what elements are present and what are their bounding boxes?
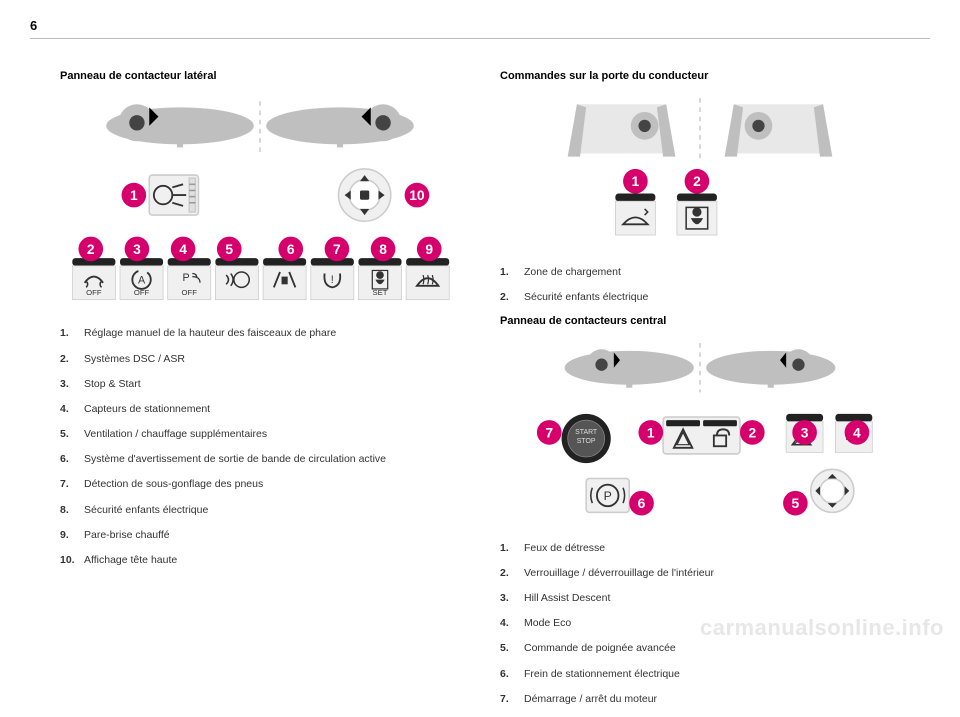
list-item-number: 6.: [500, 667, 518, 681]
list-item-number: 1.: [60, 326, 78, 340]
list-item-text: Zone de chargement: [524, 265, 621, 279]
list-item-number: 2.: [60, 352, 78, 366]
list-item-text: Capteurs de stationnement: [84, 402, 210, 416]
left-column: Panneau de contacteur latéral: [60, 70, 460, 717]
callout-number: 1: [130, 187, 138, 203]
callout-number: 6: [638, 495, 646, 511]
svg-text:OFF: OFF: [86, 288, 102, 297]
list-item: 7. Détection de sous-gonflage des pneus: [60, 477, 460, 491]
list-item-text: Réglage manuel de la hauteur des faiscea…: [84, 326, 336, 340]
list-item-text: Verrouillage / déverrouillage de l'intér…: [524, 566, 714, 580]
section-title-central-panel: Panneau de contacteurs central: [500, 315, 900, 327]
list-item-number: 3.: [60, 377, 78, 391]
callout-number: 2: [87, 241, 95, 257]
callout-number: 1: [647, 425, 655, 441]
list-lateral-panel: 1. Réglage manuel de la hauteur des faisc…: [60, 326, 460, 567]
list-item: 2. Verrouillage / déverrouillage de l'int…: [500, 566, 900, 580]
list-item: 7. Démarrage / arrêt du moteur: [500, 692, 900, 706]
callout-number: 7: [333, 241, 341, 257]
svg-text:P: P: [183, 272, 190, 284]
section-title-door-controls: Commandes sur la porte du conducteur: [500, 70, 900, 82]
list-item: 10. Affichage tête haute: [60, 553, 460, 567]
list-item-text: Frein de stationnement électrique: [524, 667, 680, 681]
svg-text:P: P: [604, 489, 612, 503]
list-item-text: Stop & Start: [84, 377, 141, 391]
list-item: 1. Réglage manuel de la hauteur des faisc…: [60, 326, 460, 340]
list-item-text: Détection de sous-gonflage des pneus: [84, 477, 263, 491]
callout-number: 5: [792, 495, 800, 511]
list-door-controls: 1. Zone de chargement 2. Sécurité enfants é…: [500, 265, 900, 304]
diagram-central-panel: START STOP: [500, 337, 900, 522]
list-item: 6. Frein de stationnement électrique: [500, 667, 900, 681]
svg-text:START: START: [575, 429, 598, 436]
svg-text:SET: SET: [373, 288, 388, 297]
list-item: 5. Ventilation / chauffage supplémentaire…: [60, 427, 460, 441]
list-item: 2. Systèmes DSC / ASR: [60, 352, 460, 366]
section-title-lateral-panel: Panneau de contacteur latéral: [60, 70, 460, 82]
callout-number: 4: [853, 425, 861, 441]
list-item-number: 7.: [60, 477, 78, 491]
callout-number: 7: [545, 425, 553, 441]
svg-text:A: A: [138, 275, 146, 287]
list-item: 2. Sécurité enfants électrique: [500, 290, 900, 304]
list-item-number: 4.: [500, 616, 518, 630]
list-item: 8. Sécurité enfants électrique: [60, 503, 460, 517]
diagram-door-controls: 12: [500, 92, 900, 246]
list-item-number: 9.: [60, 528, 78, 542]
list-item-number: 10.: [60, 553, 78, 567]
callout-number: 2: [693, 173, 701, 189]
list-item-number: 2.: [500, 566, 518, 580]
list-item-number: 2.: [500, 290, 518, 304]
page-number: 6: [30, 18, 37, 33]
svg-text:OFF: OFF: [134, 288, 150, 297]
diagram-lateral-panel: OFFAOFFPOFF!SET 11023456789: [60, 92, 460, 307]
callout-number: 1: [632, 173, 640, 189]
callout-number: 2: [748, 425, 756, 441]
callout-number: 3: [801, 425, 809, 441]
svg-text:!: !: [331, 274, 334, 286]
list-item-text: Feux de détresse: [524, 541, 605, 555]
callout-number: 3: [133, 241, 141, 257]
list-item-number: 4.: [60, 402, 78, 416]
list-item-number: 1.: [500, 265, 518, 279]
list-item-text: Démarrage / arrêt du moteur: [524, 692, 657, 706]
list-item: 3. Hill Assist Descent: [500, 591, 900, 605]
list-item-text: Sécurité enfants électrique: [84, 503, 208, 517]
callout-number: 8: [379, 241, 387, 257]
list-item: 4. Capteurs de stationnement: [60, 402, 460, 416]
list-item-number: 6.: [60, 452, 78, 466]
svg-text:OFF: OFF: [182, 288, 198, 297]
callout-number: 10: [409, 187, 425, 203]
list-item-number: 7.: [500, 692, 518, 706]
list-item-text: Sécurité enfants électrique: [524, 290, 648, 304]
list-item-text: Systèmes DSC / ASR: [84, 352, 185, 366]
list-item-number: 5.: [60, 427, 78, 441]
list-central-panel: 1. Feux de détresse 2. Verrouillage / déver…: [500, 541, 900, 706]
list-item: 4. Mode Eco: [500, 616, 900, 630]
list-item: 1. Feux de détresse: [500, 541, 900, 555]
callout-number: 6: [287, 241, 295, 257]
callout-number: 5: [225, 241, 233, 257]
list-item-text: Hill Assist Descent: [524, 591, 610, 605]
list-item-text: Ventilation / chauffage supplémentaires: [84, 427, 267, 441]
callout-number: 9: [425, 241, 433, 257]
list-item-text: Pare-brise chauffé: [84, 528, 170, 542]
list-item: 3. Stop & Start: [60, 377, 460, 391]
list-item: 9. Pare-brise chauffé: [60, 528, 460, 542]
svg-text:STOP: STOP: [577, 438, 596, 445]
list-item: 6. Système d'avertissement de sortie de b…: [60, 452, 460, 466]
list-item-number: 1.: [500, 541, 518, 555]
page-rule: [30, 38, 930, 39]
right-column: Commandes sur la porte du conducteur: [500, 70, 900, 717]
callout-number: 4: [179, 241, 187, 257]
list-item: 1. Zone de chargement: [500, 265, 900, 279]
list-item-number: 3.: [500, 591, 518, 605]
list-item-number: 8.: [60, 503, 78, 517]
list-item-text: Affichage tête haute: [84, 553, 177, 567]
list-item-text: Système d'avertissement de sortie de ban…: [84, 452, 386, 466]
list-item-text: Mode Eco: [524, 616, 571, 630]
